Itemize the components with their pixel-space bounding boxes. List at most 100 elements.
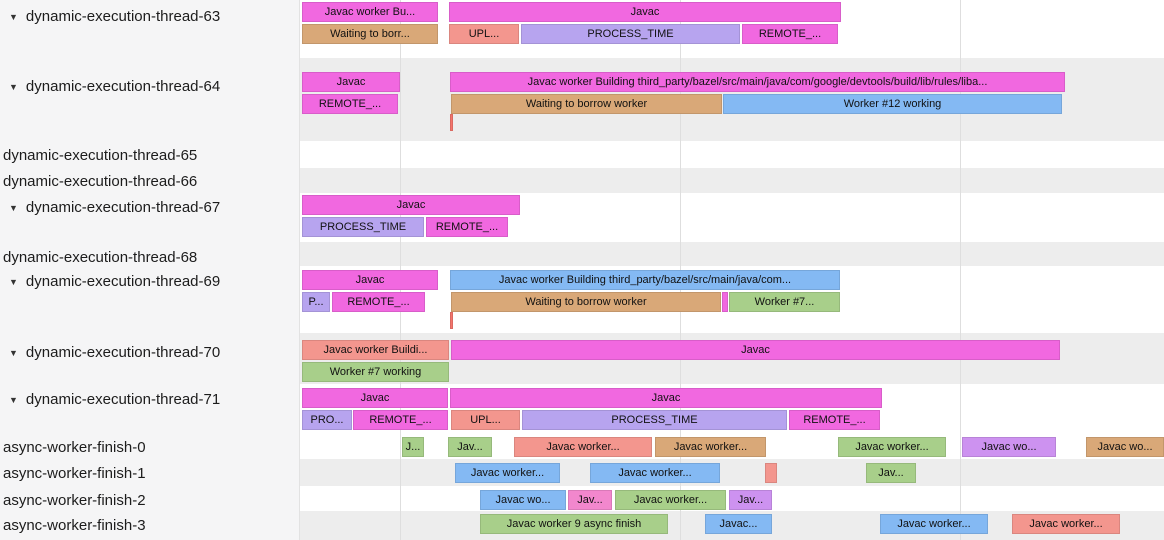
trace-event-bar[interactable]: PROCESS_TIME — [302, 217, 424, 237]
trace-event-label: UPL... — [468, 28, 500, 40]
trace-event-bar[interactable]: Worker #7 working — [302, 362, 449, 382]
trace-event-bar[interactable]: Jav... — [448, 437, 492, 457]
trace-event-bar[interactable]: PROCESS_TIME — [521, 24, 740, 44]
trace-event-bar[interactable]: Javac worker... — [590, 463, 720, 483]
track-label-dynamic-execution-thread-69[interactable]: ▼ dynamic-execution-thread-69 — [0, 271, 220, 291]
trace-event-bar[interactable]: Javac worker... — [514, 437, 652, 457]
track-label-async-worker-finish-3: async-worker-finish-3 — [0, 515, 146, 535]
trace-event-bar[interactable]: REMOTE_... — [353, 410, 448, 430]
track-name: dynamic-execution-thread-69 — [25, 272, 221, 290]
trace-event-bar[interactable]: Javac worker... — [615, 490, 726, 510]
track-label-dynamic-execution-thread-70[interactable]: ▼ dynamic-execution-thread-70 — [0, 342, 220, 362]
trace-event-bar[interactable]: Javac wo... — [962, 437, 1056, 457]
collapse-triangle-icon[interactable]: ▼ — [9, 202, 18, 213]
track-label-dynamic-execution-thread-63[interactable]: ▼ dynamic-execution-thread-63 — [0, 6, 220, 26]
time-gridline — [960, 0, 961, 540]
trace-event-label: REMOTE_... — [758, 28, 822, 40]
trace-event-bar[interactable]: Javac worker... — [455, 463, 560, 483]
trace-event-bar[interactable]: Javac — [451, 340, 1060, 360]
track-label-dynamic-execution-thread-67[interactable]: ▼ dynamic-execution-thread-67 — [0, 197, 220, 217]
trace-event-bar[interactable]: Worker #7... — [729, 292, 840, 312]
track-name: async-worker-finish-2 — [3, 491, 146, 509]
collapse-triangle-icon[interactable]: ▼ — [9, 347, 18, 358]
trace-event-bar[interactable]: Javac worker... — [838, 437, 946, 457]
trace-event-label: Worker #12 working — [843, 98, 942, 110]
trace-event-bar[interactable]: Javac worker Buildi... — [302, 340, 449, 360]
trace-event-bar[interactable]: Javac... — [705, 514, 772, 534]
trace-event-label: P... — [308, 296, 324, 308]
trace-event-label: REMOTE_... — [435, 221, 499, 233]
trace-event-bar[interactable] — [722, 292, 728, 312]
trace-event-bar[interactable]: REMOTE_... — [332, 292, 425, 312]
trace-event-label: Worker #7 working — [329, 366, 422, 378]
trace-event-bar[interactable]: PROCESS_TIME — [522, 410, 787, 430]
collapse-triangle-icon[interactable]: ▼ — [9, 11, 18, 22]
trace-event-label: Javac wo... — [495, 494, 551, 506]
trace-event-bar[interactable]: REMOTE_... — [789, 410, 880, 430]
trace-event-bar[interactable]: J... — [402, 437, 424, 457]
trace-event-bar[interactable]: Javac — [302, 388, 448, 408]
track-band — [300, 242, 1164, 266]
trace-event-bar[interactable]: Jav... — [568, 490, 612, 510]
trace-event-bar[interactable]: Javac — [449, 2, 841, 22]
trace-event-bar[interactable]: Javac — [450, 388, 882, 408]
trace-event-bar[interactable]: Waiting to borrow worker — [451, 292, 721, 312]
trace-event-label: Jav... — [737, 494, 764, 506]
trace-event-bar[interactable]: P... — [302, 292, 330, 312]
trace-event-label: Javac wo... — [981, 441, 1037, 453]
trace-event-label: Javac — [651, 392, 681, 404]
trace-event-bar[interactable]: REMOTE_... — [426, 217, 508, 237]
track-name: dynamic-execution-thread-64 — [25, 77, 221, 95]
track-label-dynamic-execution-thread-66: dynamic-execution-thread-66 — [0, 171, 197, 191]
track-band — [300, 141, 1164, 168]
trace-event-bar[interactable]: Javac — [302, 270, 438, 290]
trace-event-bar[interactable]: Waiting to borrow worker — [451, 94, 722, 114]
trace-event-bar[interactable] — [450, 312, 453, 329]
trace-event-bar[interactable]: REMOTE_... — [302, 94, 398, 114]
trace-event-bar[interactable]: Javac worker Bu... — [302, 2, 438, 22]
trace-event-label: PROCESS_TIME — [319, 221, 407, 233]
trace-event-label: REMOTE_... — [347, 296, 410, 308]
trace-event-bar[interactable]: Jav... — [866, 463, 916, 483]
trace-event-bar[interactable]: Javac — [302, 72, 400, 92]
track-label-dynamic-execution-thread-68: dynamic-execution-thread-68 — [0, 247, 197, 267]
trace-event-label: Javac worker 9 async finish — [506, 518, 642, 530]
trace-event-bar[interactable] — [765, 463, 777, 483]
collapse-triangle-icon[interactable]: ▼ — [9, 394, 18, 405]
track-name: async-worker-finish-0 — [3, 438, 146, 456]
trace-event-label: Javac worker... — [618, 467, 692, 479]
track-name: dynamic-execution-thread-71 — [25, 390, 221, 408]
track-name: async-worker-finish-1 — [3, 464, 146, 482]
trace-event-bar[interactable]: Javac worker 9 async finish — [480, 514, 668, 534]
trace-event-bar[interactable] — [450, 114, 453, 131]
trace-event-bar[interactable]: Javac worker Building third_party/bazel/… — [450, 72, 1065, 92]
collapse-triangle-icon[interactable]: ▼ — [9, 81, 18, 92]
trace-event-label: PRO... — [310, 414, 344, 426]
track-name: dynamic-execution-thread-70 — [25, 343, 221, 361]
trace-event-label: Javac worker... — [633, 494, 708, 506]
trace-event-bar[interactable]: Worker #12 working — [723, 94, 1062, 114]
trace-event-bar[interactable]: UPL... — [449, 24, 519, 44]
track-label-async-worker-finish-0: async-worker-finish-0 — [0, 437, 146, 457]
trace-event-bar[interactable]: Waiting to borr... — [302, 24, 438, 44]
trace-event-bar[interactable]: Javac wo... — [1086, 437, 1164, 457]
trace-event-bar[interactable]: REMOTE_... — [742, 24, 838, 44]
collapse-triangle-icon[interactable]: ▼ — [9, 276, 18, 287]
track-name: dynamic-execution-thread-67 — [25, 198, 221, 216]
track-label-dynamic-execution-thread-64[interactable]: ▼ dynamic-execution-thread-64 — [0, 76, 220, 96]
trace-event-bar[interactable]: Javac wo... — [480, 490, 566, 510]
trace-event-label: Javac worker Building third_party/bazel/… — [527, 76, 988, 88]
trace-event-bar[interactable]: Javac worker... — [880, 514, 988, 534]
track-label-dynamic-execution-thread-65: dynamic-execution-thread-65 — [0, 145, 197, 165]
trace-event-bar[interactable]: Javac — [302, 195, 520, 215]
trace-event-label: REMOTE_... — [369, 414, 432, 426]
trace-event-bar[interactable]: Jav... — [729, 490, 772, 510]
trace-event-bar[interactable]: Javac worker... — [655, 437, 766, 457]
trace-event-bar[interactable]: PRO... — [302, 410, 352, 430]
trace-event-bar[interactable]: Javac worker Building third_party/bazel/… — [450, 270, 840, 290]
trace-event-label: Javac — [360, 392, 390, 404]
trace-event-bar[interactable]: UPL... — [451, 410, 520, 430]
trace-event-bar[interactable]: Javac worker... — [1012, 514, 1120, 534]
track-label-dynamic-execution-thread-71[interactable]: ▼ dynamic-execution-thread-71 — [0, 389, 220, 409]
